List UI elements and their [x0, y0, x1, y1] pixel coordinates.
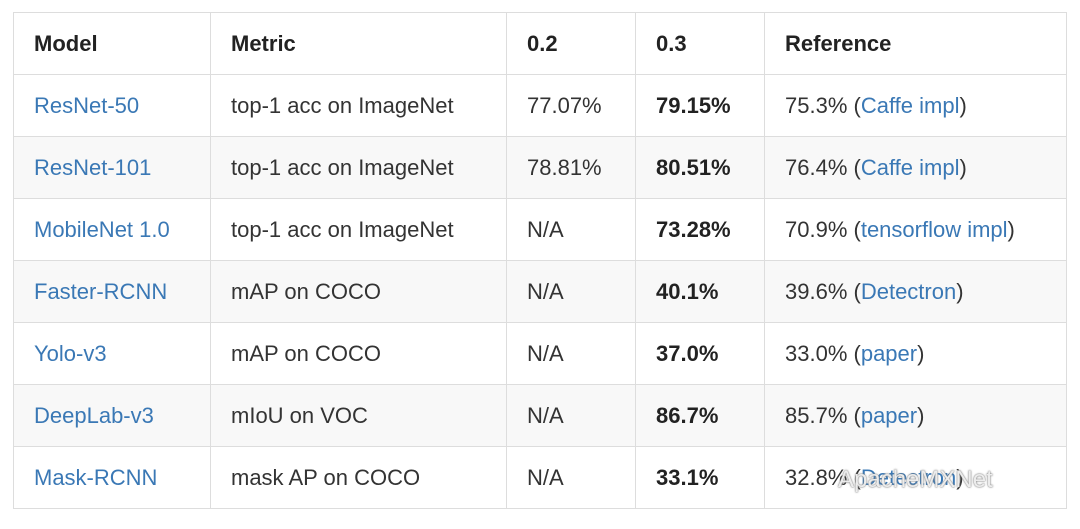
score-cell: 79.15% — [635, 74, 765, 137]
metric-cell: mask AP on COCO — [210, 446, 507, 509]
table-row: ResNet-50 top-1 acc on ImageNet 77.07% 79.1… — [13, 74, 1067, 137]
metric-cell: top-1 acc on ImageNet — [210, 198, 507, 261]
model-cell: ResNet-50 — [13, 74, 211, 137]
reference-text: ) — [959, 154, 967, 180]
metric-cell: top-1 acc on ImageNet — [210, 136, 507, 199]
reference-text: ) — [956, 464, 964, 490]
header-cell: Metric — [210, 12, 507, 75]
model-cell: ResNet-101 — [13, 136, 211, 199]
model-cell: Mask-RCNN — [13, 446, 211, 509]
reference-cell: 75.3% (Caffe impl) — [764, 74, 1067, 137]
reference-link[interactable]: paper — [860, 402, 918, 428]
metric-cell: mAP on COCO — [210, 260, 507, 323]
score-cell: 40.1% — [635, 260, 765, 323]
model-link[interactable]: Yolo-v3 — [34, 340, 107, 366]
table-row: ResNet-101 top-1 acc on ImageNet 78.81% 80.… — [13, 136, 1067, 199]
header-cell: Model — [13, 12, 211, 75]
score-cell: 80.51% — [635, 136, 765, 199]
reference-link[interactable]: Detectron — [860, 464, 957, 490]
metric-cell: mIoU on VOC — [210, 384, 507, 447]
table-row: DeepLab-v3 mIoU on VOC N/A 86.7% 85.7% (pape… — [13, 384, 1067, 447]
score-cell: 86.7% — [635, 384, 765, 447]
reference-text: ) — [917, 340, 925, 366]
model-link[interactable]: DeepLab-v3 — [34, 402, 154, 428]
reference-text: ) — [917, 402, 925, 428]
model-link[interactable]: Mask-RCNN — [34, 464, 158, 490]
header-cell: 0.2 — [506, 12, 636, 75]
metric-cell: top-1 acc on ImageNet — [210, 74, 507, 137]
score-cell: N/A — [506, 260, 636, 323]
header-cell: 0.3 — [635, 12, 765, 75]
model-link[interactable]: Faster-RCNN — [34, 278, 168, 304]
table-row: Faster-RCNN mAP on COCO N/A 40.1% 39.6% (Det… — [13, 260, 1067, 323]
reference-text: ) — [1007, 216, 1015, 242]
metric-cell: mAP on COCO — [210, 322, 507, 385]
score-cell: N/A — [506, 198, 636, 261]
model-link[interactable]: ResNet-101 — [34, 154, 152, 180]
model-cell: MobileNet 1.0 — [13, 198, 211, 261]
reference-cell: 33.0% (paper) — [764, 322, 1067, 385]
model-link[interactable]: MobileNet 1.0 — [34, 216, 170, 242]
reference-text: 39.6% ( — [785, 278, 861, 304]
reference-cell: 85.7% (paper) — [764, 384, 1067, 447]
reference-cell: 76.4% (Caffe impl) — [764, 136, 1067, 199]
score-cell: 73.28% — [635, 198, 765, 261]
reference-text: 85.7% ( — [785, 402, 861, 428]
model-link[interactable]: ResNet-50 — [34, 92, 140, 118]
score-cell: 37.0% — [635, 322, 765, 385]
reference-link[interactable]: Caffe impl — [860, 154, 960, 180]
model-cell: DeepLab-v3 — [13, 384, 211, 447]
reference-cell: 70.9% (tensorflow impl) — [764, 198, 1067, 261]
score-cell: 78.81% — [506, 136, 636, 199]
reference-cell: 32.8% (Detectron) — [764, 446, 1067, 509]
results-table: Model Metric 0.2 0.3 Reference ResNet-50 top-… — [13, 12, 1067, 509]
reference-text: 33.0% ( — [785, 340, 861, 366]
model-cell: Faster-RCNN — [13, 260, 211, 323]
reference-link[interactable]: Caffe impl — [860, 92, 960, 118]
header-row: Model Metric 0.2 0.3 Reference — [13, 12, 1067, 75]
reference-text: 32.8% ( — [785, 464, 861, 490]
score-cell: N/A — [506, 446, 636, 509]
reference-text: 70.9% ( — [785, 216, 861, 242]
score-cell: N/A — [506, 384, 636, 447]
reference-link[interactable]: Detectron — [860, 278, 957, 304]
header-cell: Reference — [764, 12, 1067, 75]
model-cell: Yolo-v3 — [13, 322, 211, 385]
reference-text: 76.4% ( — [785, 154, 861, 180]
reference-text: ) — [956, 278, 964, 304]
score-cell: N/A — [506, 322, 636, 385]
score-cell: 33.1% — [635, 446, 765, 509]
table-row: Yolo-v3 mAP on COCO N/A 37.0% 33.0% (paper) — [13, 322, 1067, 385]
score-cell: 77.07% — [506, 74, 636, 137]
table-row: Mask-RCNN mask AP on COCO N/A 33.1% 32.8% (D… — [13, 446, 1067, 509]
reference-link[interactable]: paper — [860, 340, 918, 366]
table-body: ResNet-50 top-1 acc on ImageNet 77.07% 79.1… — [13, 74, 1067, 509]
reference-cell: 39.6% (Detectron) — [764, 260, 1067, 323]
reference-text: 75.3% ( — [785, 92, 861, 118]
reference-text: ) — [959, 92, 967, 118]
table-row: MobileNet 1.0 top-1 acc on ImageNet N/A 73.… — [13, 198, 1067, 261]
reference-link[interactable]: tensorflow impl — [860, 216, 1008, 242]
